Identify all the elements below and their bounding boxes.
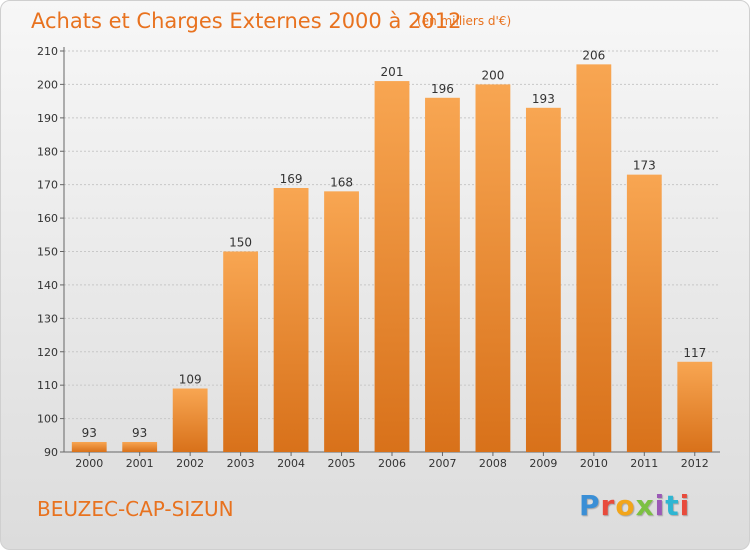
value-label-2006: 201 xyxy=(381,65,404,79)
x-tick-label-2012: 2012 xyxy=(681,457,709,470)
bars xyxy=(71,64,713,453)
x-tick-label-2011: 2011 xyxy=(630,457,658,470)
value-label-2002: 109 xyxy=(179,373,202,387)
y-tick-label: 120 xyxy=(37,346,58,359)
chart-title: Achats et Charges Externes 2000 à 2012 xyxy=(31,9,462,33)
y-tick-label: 90 xyxy=(44,446,58,459)
data-labels: 93 93 109 150 169 168 201 196 200 193 206 173 117 xyxy=(82,48,707,440)
y-tick-label: 160 xyxy=(37,212,58,225)
y-tick-label: 200 xyxy=(37,78,58,91)
x-tick-label-2006: 2006 xyxy=(378,457,406,470)
x-tick-label-2009: 2009 xyxy=(529,457,557,470)
city-name: BEUZEC-CAP-SIZUN xyxy=(37,497,234,521)
chart-subtitle: (en milliers d'€) xyxy=(417,14,512,28)
x-tick-label-2001: 2001 xyxy=(126,457,154,470)
bar-2001[interactable] xyxy=(122,441,158,452)
value-label-2001: 93 xyxy=(132,426,147,440)
bar-2008[interactable] xyxy=(475,84,511,453)
value-label-2000: 93 xyxy=(82,426,97,440)
y-tick-label: 180 xyxy=(37,145,58,158)
y-tick-label: 190 xyxy=(37,112,58,125)
value-label-2007: 196 xyxy=(431,82,454,96)
bar-2011[interactable] xyxy=(626,174,662,452)
value-label-2005: 168 xyxy=(330,175,353,189)
value-label-2008: 200 xyxy=(481,68,504,82)
value-label-2012: 117 xyxy=(683,346,706,360)
y-tick-label: 150 xyxy=(37,246,58,259)
logo-letter: i xyxy=(679,489,691,522)
bar-2007[interactable] xyxy=(425,97,460,453)
x-tick-labels: 2000 2001 2002 2003 2004 2005 2006 2007 2008 2009… xyxy=(75,457,709,470)
bar-2002[interactable] xyxy=(172,388,208,452)
logo-letter: t xyxy=(665,489,680,522)
x-tick-label-2008: 2008 xyxy=(479,457,507,470)
x-tick-label-2005: 2005 xyxy=(328,457,356,470)
x-tick-label-2007: 2007 xyxy=(428,457,456,470)
x-tick-label-2003: 2003 xyxy=(227,457,255,470)
value-label-2003: 150 xyxy=(229,236,252,250)
logo-letter: i xyxy=(654,489,666,522)
bar-2003[interactable] xyxy=(223,251,259,453)
x-tick-label-2004: 2004 xyxy=(277,457,305,470)
x-tick-label-2002: 2002 xyxy=(176,457,204,470)
value-label-2011: 173 xyxy=(633,159,656,173)
x-tick-label-2000: 2000 xyxy=(75,457,103,470)
bar-2012[interactable] xyxy=(677,361,713,452)
y-tick-label: 210 xyxy=(37,45,58,58)
bar-2004[interactable] xyxy=(273,188,309,452)
logo-letter: o xyxy=(615,489,636,522)
x-tick-label-2010: 2010 xyxy=(580,457,608,470)
y-tick-label: 140 xyxy=(37,279,58,292)
logo-letter: x xyxy=(635,489,655,522)
bar-2000[interactable] xyxy=(71,441,107,452)
y-tick-label: 100 xyxy=(37,413,58,426)
y-tick-label: 170 xyxy=(37,179,58,192)
y-tick-labels: 90 100 110 120 130 140 150 160 170 180 190 200 210 xyxy=(37,45,58,459)
y-tick-label: 130 xyxy=(37,312,58,325)
bar-2009[interactable] xyxy=(525,107,561,452)
value-label-2010: 206 xyxy=(582,48,605,62)
logo-letter: r xyxy=(600,489,616,522)
bar-2010[interactable] xyxy=(576,64,612,452)
y-tick-label: 110 xyxy=(37,379,58,392)
proxiti-logo[interactable]: Proxiti xyxy=(579,489,690,522)
value-label-2004: 169 xyxy=(280,172,303,186)
value-label-2009: 193 xyxy=(532,92,555,106)
bar-2005[interactable] xyxy=(324,191,359,452)
logo-letter: P xyxy=(579,489,601,522)
bar-2006[interactable] xyxy=(374,81,410,452)
